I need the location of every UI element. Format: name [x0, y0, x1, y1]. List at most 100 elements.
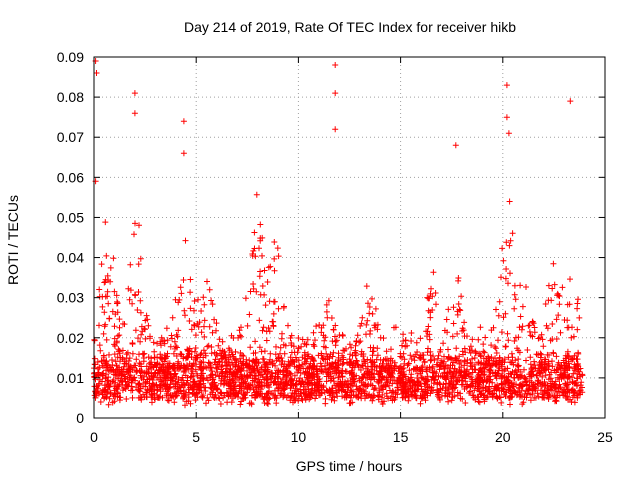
- data-point: [534, 372, 541, 379]
- data-point: [339, 332, 346, 339]
- data-point: [555, 312, 562, 319]
- data-point: [331, 394, 338, 401]
- data-point: [543, 322, 550, 329]
- y-tick-label: 0.05: [57, 209, 84, 225]
- data-point: [547, 375, 554, 382]
- data-point: [562, 369, 569, 376]
- data-point: [476, 399, 483, 406]
- data-point: [118, 378, 125, 385]
- data-point: [475, 336, 482, 343]
- data-point: [129, 350, 136, 357]
- data-point: [553, 353, 560, 360]
- data-point: [318, 324, 325, 331]
- data-point: [400, 331, 407, 338]
- data-point: [324, 360, 331, 367]
- data-point: [480, 348, 487, 355]
- data-point: [295, 345, 302, 352]
- data-point: [350, 392, 357, 399]
- data-point: [125, 285, 132, 292]
- data-point: [228, 385, 235, 392]
- data-point: [262, 302, 269, 309]
- data-point: [537, 362, 544, 369]
- data-point: [411, 357, 418, 364]
- data-point: [541, 367, 548, 374]
- data-point: [245, 382, 252, 389]
- data-point: [368, 393, 375, 400]
- data-point: [116, 348, 122, 355]
- data-point: [343, 359, 350, 366]
- data-point: [330, 375, 337, 382]
- data-point: [358, 348, 365, 355]
- data-point: [257, 268, 264, 275]
- data-point: [383, 361, 390, 367]
- data-point: [332, 126, 339, 133]
- data-point: [347, 358, 354, 365]
- data-point: [471, 355, 478, 361]
- data-point: [545, 396, 552, 402]
- data-point: [188, 326, 195, 333]
- data-point: [310, 329, 317, 336]
- data-point: [274, 373, 281, 380]
- data-point: [318, 352, 325, 359]
- data-point: [282, 367, 289, 374]
- data-point: [178, 290, 185, 297]
- data-point: [248, 401, 255, 408]
- data-point: [234, 374, 241, 381]
- data-point: [529, 319, 536, 326]
- data-point: [313, 323, 320, 330]
- data-point: [391, 367, 398, 374]
- data-point: [114, 298, 120, 305]
- data-point: [258, 348, 265, 355]
- data-point: [201, 323, 207, 330]
- data-point: [207, 363, 214, 369]
- data-point: [389, 380, 396, 387]
- data-point: [98, 261, 105, 268]
- data-point: [132, 377, 138, 384]
- data-point: [538, 358, 545, 365]
- data-point: [423, 366, 430, 373]
- data-point: [157, 338, 164, 345]
- data-point: [475, 360, 482, 367]
- data-point: [126, 296, 133, 303]
- data-point: [440, 340, 447, 347]
- data-point: [410, 378, 417, 385]
- data-point: [402, 385, 408, 392]
- data-point: [353, 358, 360, 365]
- data-point: [330, 326, 337, 333]
- data-point: [488, 342, 495, 349]
- data-point: [552, 398, 558, 405]
- data-point: [363, 365, 369, 372]
- data-point: [554, 290, 561, 297]
- data-point: [96, 342, 103, 349]
- data-point: [111, 288, 118, 295]
- data-point: [384, 355, 390, 362]
- data-point: [528, 365, 535, 372]
- data-point: [503, 82, 510, 89]
- data-point: [564, 348, 571, 355]
- data-point: [469, 369, 476, 376]
- data-point: [137, 255, 144, 262]
- data-point: [424, 333, 431, 340]
- data-point: [163, 325, 170, 332]
- data-point: [402, 337, 409, 344]
- data-point: [455, 275, 462, 281]
- data-point: [373, 356, 380, 363]
- data-point: [414, 382, 421, 389]
- data-point: [148, 370, 155, 377]
- data-point: [444, 393, 451, 400]
- data-point: [297, 381, 304, 388]
- data-point: [187, 382, 193, 389]
- data-point: [296, 393, 303, 400]
- data-point: [353, 350, 359, 357]
- data-point: [559, 284, 566, 291]
- data-point: [101, 279, 108, 286]
- data-point: [216, 358, 223, 365]
- data-point: [427, 390, 434, 397]
- data-point: [494, 394, 501, 401]
- data-point: [408, 371, 415, 378]
- data-point: [109, 366, 116, 373]
- data-point: [271, 378, 278, 385]
- data-point: [478, 371, 485, 378]
- data-point: [211, 316, 218, 323]
- data-point: [399, 366, 406, 372]
